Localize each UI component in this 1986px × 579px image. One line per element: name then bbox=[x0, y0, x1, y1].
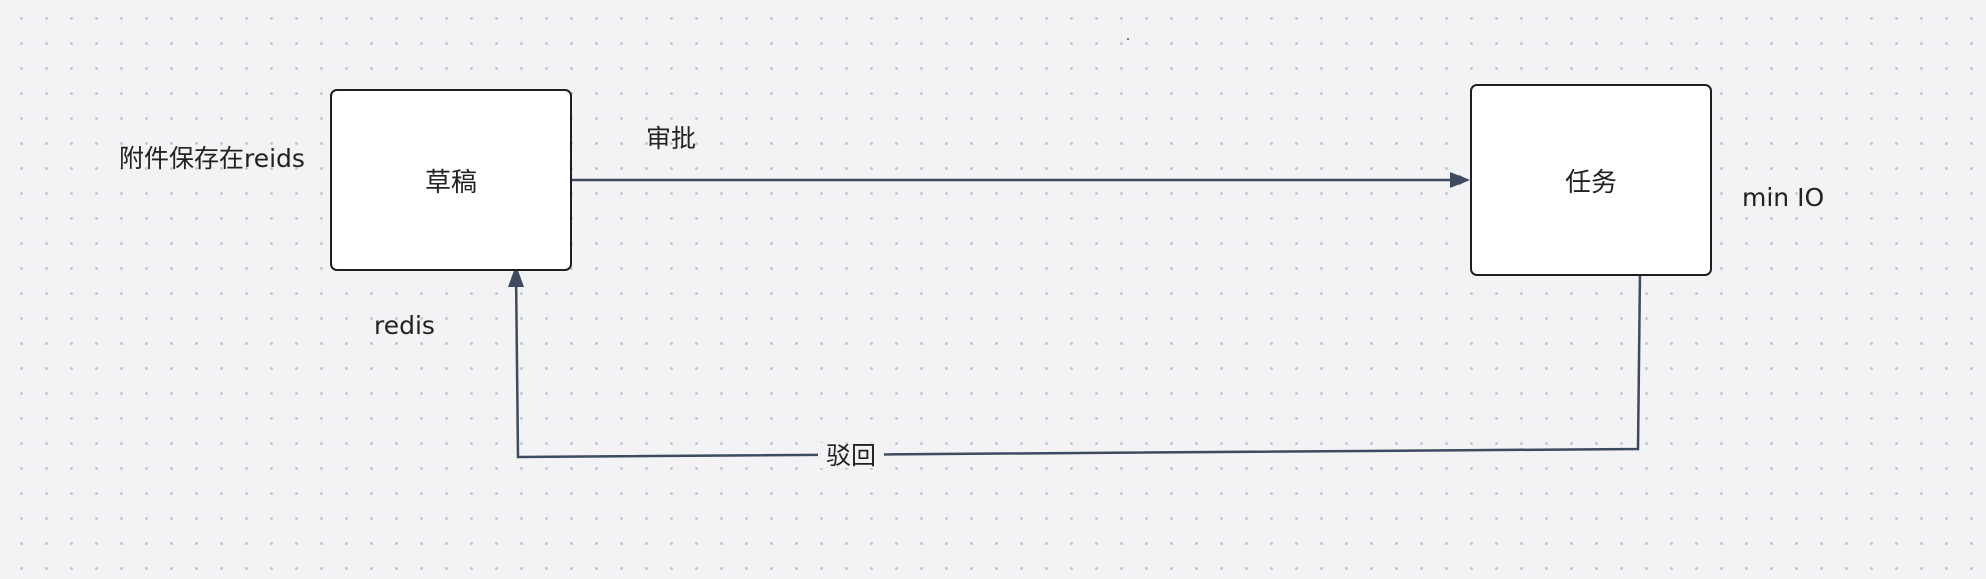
draft-node-label: 草稿 bbox=[424, 167, 477, 198]
reject-edge-label: 驳回 bbox=[818, 443, 885, 468]
approve-edge-label: 审批 bbox=[646, 124, 697, 153]
task-node[interactable]: 任务 bbox=[1470, 84, 1712, 276]
draft-node[interactable]: 草稿 bbox=[330, 89, 572, 271]
approve-arrowhead bbox=[1450, 172, 1470, 188]
draft-storage-label: redis bbox=[374, 311, 435, 340]
reject-edge[interactable] bbox=[514, 271, 1642, 459]
stray-dot bbox=[1127, 38, 1129, 40]
attachment-note-label: 附件保存在reids bbox=[119, 144, 305, 173]
reject-arrowhead bbox=[508, 265, 524, 287]
task-node-label: 任务 bbox=[1564, 167, 1617, 198]
task-storage-label: min IO bbox=[1742, 183, 1825, 212]
